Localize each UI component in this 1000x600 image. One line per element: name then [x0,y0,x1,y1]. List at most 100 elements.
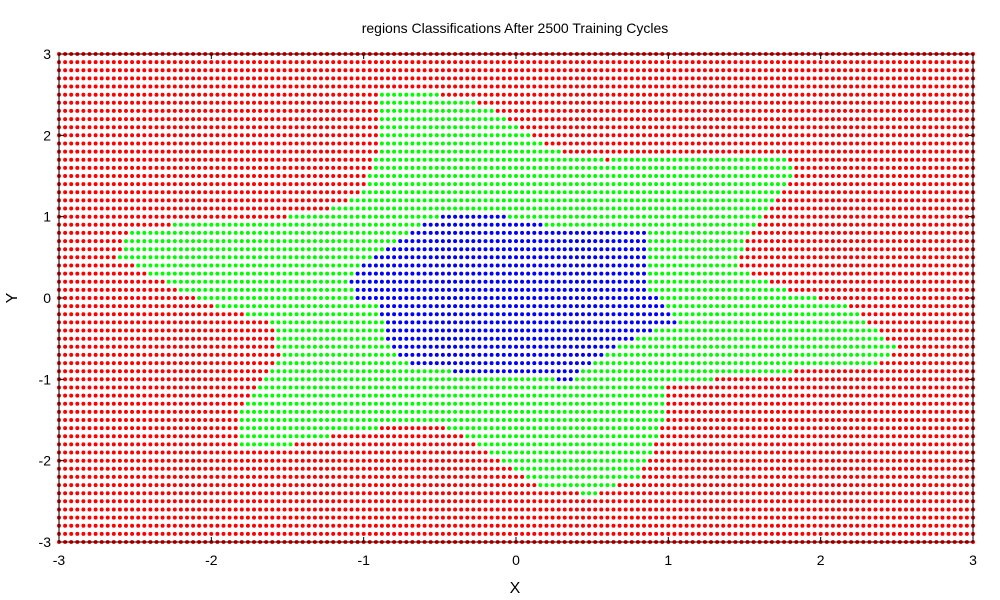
data-point-middle [489,385,494,390]
data-point-outer [63,458,68,463]
data-point-outer [270,523,275,528]
data-point-outer [105,491,110,496]
data-point-outer [166,361,171,366]
data-point-outer [172,214,177,219]
data-point-outer [154,174,159,178]
data-point-outer [130,426,135,431]
data-point-outer [209,377,214,382]
data-point-outer [422,507,427,512]
data-point-outer [465,515,470,520]
data-point-middle [379,190,384,195]
data-point-outer [379,515,384,520]
data-point-outer [209,108,214,113]
data-point-outer [81,100,86,105]
data-point-outer [166,466,171,471]
data-point-outer [117,117,122,122]
data-point-outer [75,369,80,374]
data-point-middle [270,442,275,447]
data-point-middle [514,450,518,455]
data-point-middle [453,198,458,203]
data-point-outer [185,515,189,520]
data-point-inner [471,361,476,366]
data-point-outer [373,466,378,471]
data-point-outer [63,369,68,374]
data-point-outer [483,450,488,455]
data-point-middle [300,222,305,227]
data-point-middle [386,117,390,122]
data-point-outer [331,141,336,146]
data-point-middle [434,385,439,390]
data-point-outer [489,491,494,496]
data-point-outer [215,474,220,479]
data-point-middle [520,450,525,455]
data-point-inner [465,344,470,349]
data-point-outer [410,483,415,488]
data-point-middle [367,222,372,227]
data-point-middle [282,361,287,366]
data-point-outer [117,377,122,382]
data-point-middle [507,409,512,414]
data-point-outer [221,165,226,170]
data-point-outer [99,409,104,414]
data-point-inner [495,214,500,219]
data-point-outer [111,491,116,496]
data-point-middle [477,401,482,406]
data-point-outer [81,336,86,341]
data-point-outer [154,369,159,374]
data-point-outer [355,174,360,178]
data-point-outer [355,141,360,146]
data-point-outer [544,117,549,122]
data-point-outer [75,149,80,154]
data-point-outer [178,108,183,113]
data-point-middle [386,409,390,414]
data-point-outer [532,108,537,113]
data-point-middle [392,190,397,195]
data-point-outer [154,474,159,479]
data-point-outer [166,352,171,357]
data-point-inner [422,304,427,309]
data-point-middle [306,230,311,235]
data-point-outer [477,450,482,455]
data-point-inner [398,344,403,349]
data-point-outer [130,92,135,97]
data-point-outer [404,466,409,471]
data-point-inner [392,320,397,325]
data-point-middle [252,418,256,422]
data-point-outer [447,84,451,89]
data-point-inner [471,222,476,227]
data-point-inner [422,296,427,300]
data-point-middle [471,393,476,398]
data-point-middle [404,393,409,398]
data-point-outer [465,466,470,471]
data-point-outer [294,117,299,122]
data-point-outer [191,377,196,382]
data-point-inner [410,263,415,268]
data-point-outer [392,450,397,455]
data-point-middle [544,393,549,398]
data-point-inner [514,239,518,244]
data-point-middle [306,239,311,244]
data-point-outer [63,182,68,187]
data-point-outer [124,458,128,463]
data-point-middle [489,133,494,138]
data-point-outer [276,60,281,65]
data-point-middle [501,141,506,146]
data-point-outer [154,499,159,504]
data-point-outer [197,92,202,97]
data-point-outer [191,344,196,349]
data-point-outer [239,320,244,325]
data-point-outer [148,279,153,284]
data-point-outer [550,523,555,528]
data-point-outer [239,108,244,113]
data-point-middle [282,239,287,244]
data-point-outer [343,450,348,455]
data-point-inner [386,296,390,300]
data-point-middle [386,92,390,97]
data-point-outer [526,76,531,81]
data-point-outer [495,92,500,97]
data-point-outer [221,76,226,81]
data-point-middle [252,401,256,406]
data-point-outer [87,182,92,187]
data-point-outer [221,426,226,431]
data-point-inner [544,230,549,235]
